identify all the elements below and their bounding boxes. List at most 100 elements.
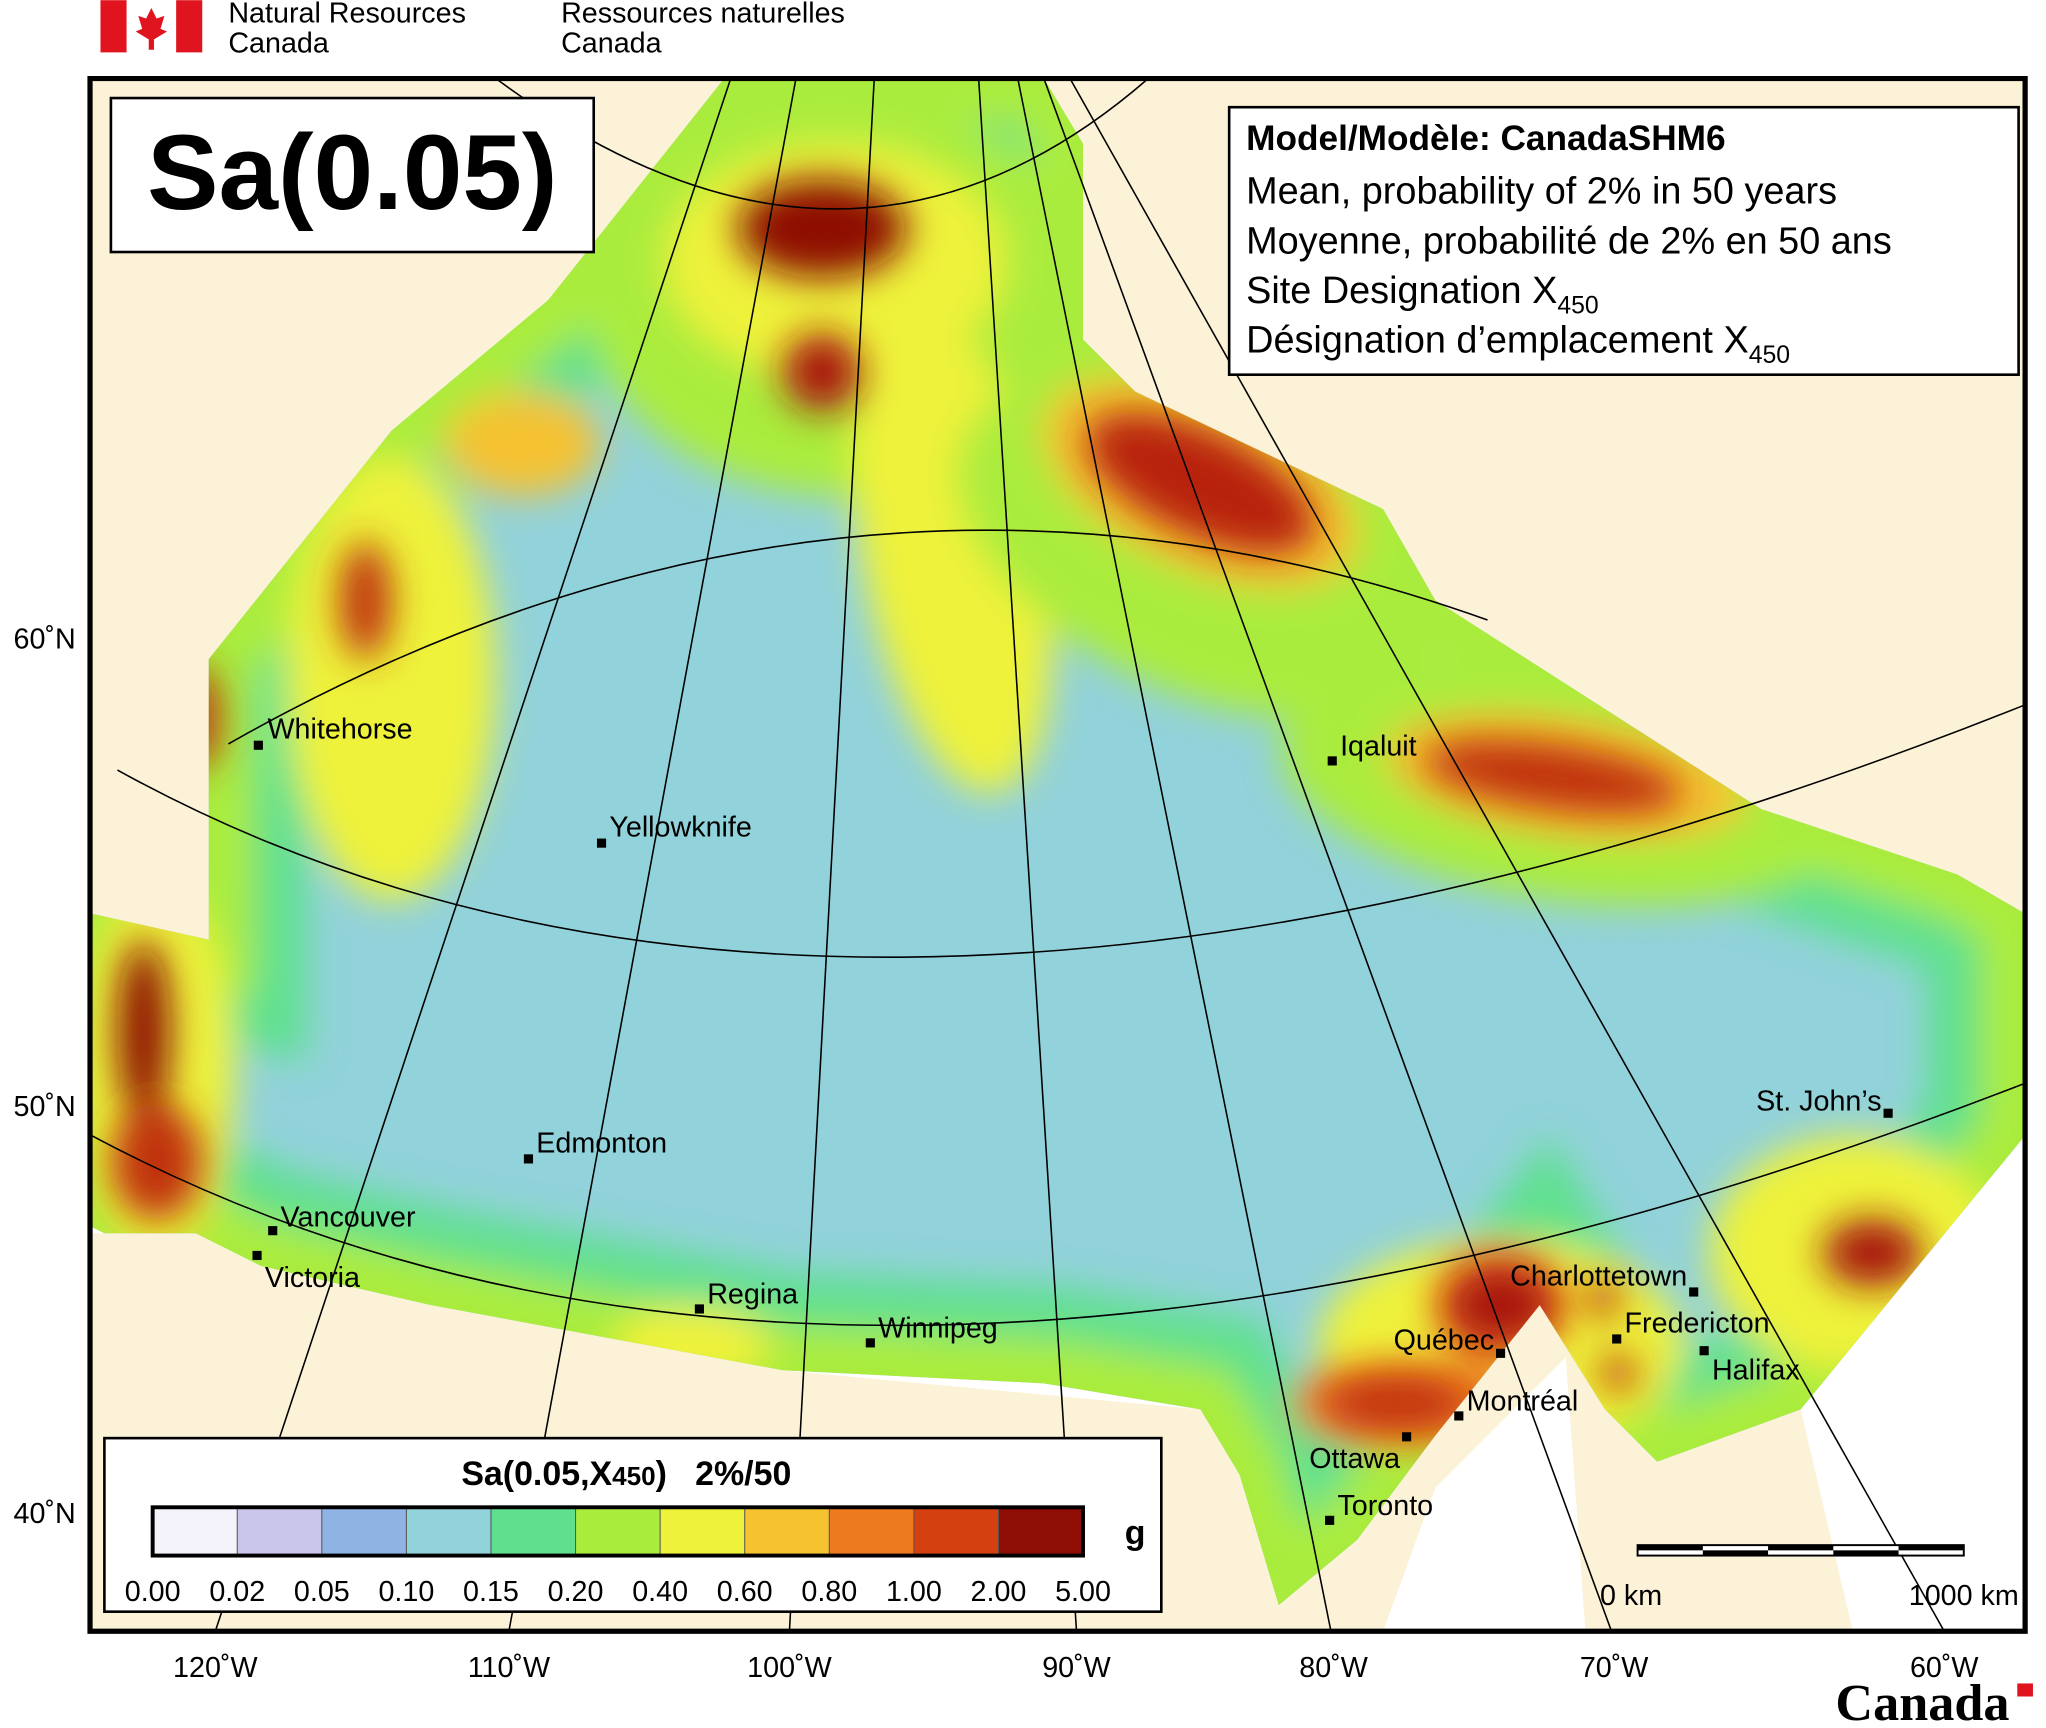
scale-label: 1000 km xyxy=(1909,1580,2019,1612)
colorbar-swatch xyxy=(660,1507,746,1556)
city-label: Charlottetown xyxy=(1510,1260,1687,1292)
dept-en: Natural Resources xyxy=(228,0,466,29)
city-marker xyxy=(252,1250,262,1261)
city-label: Halifax xyxy=(1712,1354,1800,1386)
colorbar-tick-label: 0.05 xyxy=(294,1576,350,1608)
colorbar-swatch xyxy=(321,1507,408,1556)
scale-bar: 0 km 1000 km xyxy=(1600,1544,2019,1612)
scale-bar-segment xyxy=(1702,1550,1769,1556)
city-label: Iqaluit xyxy=(1340,731,1417,763)
scale-bar-segment xyxy=(1833,1550,1899,1556)
latitude-label: 60˚N xyxy=(13,624,75,656)
city-label: Québec xyxy=(1394,1324,1494,1356)
colorbar-swatch xyxy=(998,1507,1084,1556)
city-marker xyxy=(596,838,607,848)
longitude-label: 100˚W xyxy=(747,1652,832,1684)
legend-title-sub: 450 xyxy=(612,1461,656,1491)
longitude-label: 60˚W xyxy=(1910,1652,1979,1684)
hazard-peaks xyxy=(110,178,1923,1429)
city-marker xyxy=(1883,1108,1893,1118)
site-text: Désignation d’emplacement X xyxy=(1246,320,1749,362)
city-label: Ottawa xyxy=(1309,1443,1400,1475)
colorbar-tick-label: 5.00 xyxy=(1055,1576,1111,1608)
legend-title-text: Sa(0.05,X xyxy=(461,1455,612,1493)
longitude-label: 80˚W xyxy=(1299,1652,1368,1684)
info-line: Moyenne, probabilité de 2% en 50 ans xyxy=(1246,220,1892,262)
latitude-label: 40˚N xyxy=(13,1498,75,1530)
legend-unit: g xyxy=(1125,1514,1146,1552)
cities: Whitehorse Yellowknife Edmonton Vancouver Vi… xyxy=(252,714,1893,1525)
colorbar-swatch xyxy=(913,1507,1000,1556)
wordmark-flag xyxy=(2017,1683,2033,1697)
colorbar-swatch xyxy=(237,1507,323,1556)
colorbar-swatch xyxy=(490,1507,577,1556)
city-marker xyxy=(1496,1348,1506,1358)
axis-labels: 60˚N 50˚N 40˚N 120˚W 110˚W 100˚W 90˚W 80˚W 70˚W 6… xyxy=(13,624,1978,1684)
city-marker xyxy=(268,1226,278,1236)
latitude-label: 50˚N xyxy=(13,1091,75,1123)
header: Natural Resources Canada Ressources natu… xyxy=(100,0,845,59)
city-marker xyxy=(1612,1334,1622,1344)
info-site: Désignation d’emplacement X450 xyxy=(1246,320,1790,369)
scale-bar-segment xyxy=(1768,1545,1834,1551)
dept-en: Canada xyxy=(228,27,329,59)
city-marker xyxy=(1689,1287,1699,1297)
maple-leaf xyxy=(135,8,168,50)
city-label: Toronto xyxy=(1337,1490,1433,1522)
colorbar-frame xyxy=(150,1505,1085,1558)
longitude-label: 110˚W xyxy=(468,1652,550,1684)
colorbar-swatch xyxy=(829,1507,915,1556)
colorbar-tick-label: 0.40 xyxy=(632,1576,688,1608)
city-label: Edmonton xyxy=(536,1127,667,1159)
colorbar-swatch xyxy=(406,1507,492,1556)
city-label: Fredericton xyxy=(1625,1307,1770,1339)
info-box xyxy=(1227,105,2020,376)
city-marker xyxy=(253,740,263,750)
city-marker xyxy=(1402,1432,1412,1442)
site-sub: 450 xyxy=(1557,292,1598,319)
colorbar-tick-label: 0.10 xyxy=(378,1576,434,1608)
colorbar-swatch xyxy=(152,1507,238,1556)
flag-bar xyxy=(100,0,127,53)
city-marker xyxy=(523,1154,534,1164)
colorbar-tick-label: 2.00 xyxy=(971,1576,1027,1608)
city-label: Victoria xyxy=(265,1262,360,1294)
site-sub: 450 xyxy=(1749,342,1790,369)
city-marker xyxy=(1699,1346,1709,1356)
map-title: Sa(0.05) xyxy=(147,112,557,232)
graticule xyxy=(90,78,2026,1632)
map-frame xyxy=(87,75,2028,1634)
scale-bar-segment xyxy=(1637,1545,1703,1551)
city-label: Yellowknife xyxy=(609,812,751,844)
colorbar-tick-label: 0.80 xyxy=(801,1576,857,1608)
city-marker xyxy=(1454,1411,1464,1421)
legend-title-suffix: ) 2%/50 xyxy=(656,1455,792,1493)
city-label: Regina xyxy=(707,1279,798,1311)
title-box xyxy=(109,96,596,254)
info-site: Site Designation X450 xyxy=(1246,270,1599,319)
ocean xyxy=(1383,1357,1586,1632)
city-label: Vancouver xyxy=(281,1202,416,1234)
colorbar: 0.00 0.02 0.05 0.10 0.15 0.20 0.40 0.60 0.80 1.00… xyxy=(125,1505,1111,1608)
wordmark: Canada xyxy=(1835,1674,2009,1728)
scale-label: 0 km xyxy=(1600,1580,1662,1612)
colorbar-tick-label: 0.00 xyxy=(125,1576,181,1608)
colorbar-tick-label: 0.20 xyxy=(548,1576,604,1608)
longitude-label: 90˚W xyxy=(1042,1652,1111,1684)
site-text: Site Designation X xyxy=(1246,270,1557,312)
city-marker xyxy=(1325,1515,1335,1525)
scale-bar-segment xyxy=(1898,1545,1964,1551)
colorbar-tick-label: 0.15 xyxy=(463,1576,519,1608)
land xyxy=(90,78,725,940)
city-label: Winnipeg xyxy=(878,1313,998,1345)
dept-fr: Ressources naturelles xyxy=(561,0,845,29)
city-marker xyxy=(694,1304,704,1314)
legend-title: Sa(0.05,X450) 2%/50 xyxy=(461,1455,791,1493)
city-label: St. John’s xyxy=(1756,1086,1881,1118)
longitude-label: 70˚W xyxy=(1580,1652,1649,1684)
city-label: Montréal xyxy=(1467,1386,1579,1418)
longitude-label: 120˚W xyxy=(173,1652,258,1684)
city-marker xyxy=(1327,756,1337,766)
colorbar-swatch xyxy=(744,1507,830,1556)
colorbar-tick-label: 1.00 xyxy=(886,1576,942,1608)
